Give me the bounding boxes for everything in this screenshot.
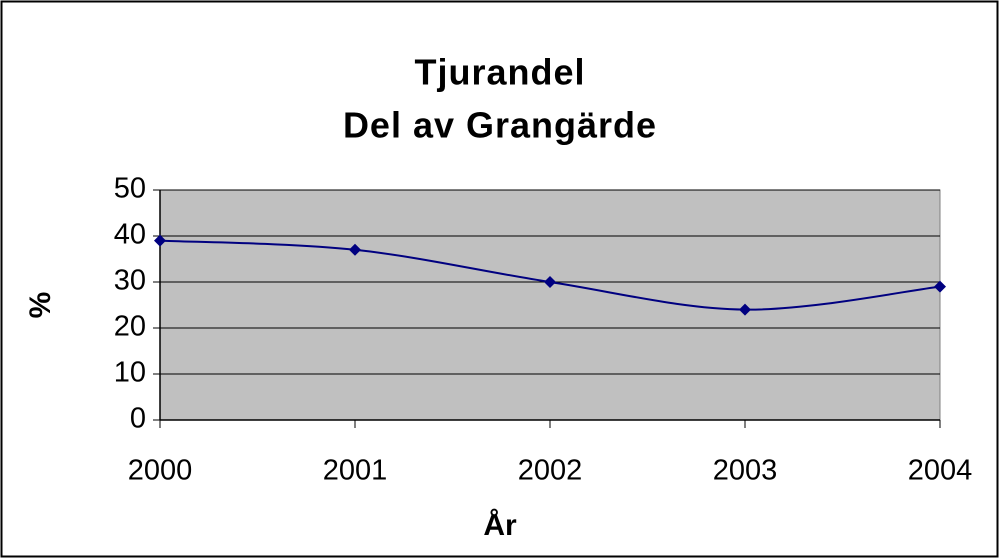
x-tick-label: 2001 (323, 455, 388, 487)
y-tick-label: 0 (130, 403, 146, 435)
point-marker (544, 276, 556, 288)
chart-title: Tjurandel (414, 52, 585, 93)
point-marker (934, 280, 946, 293)
y-axis-title: % (24, 292, 57, 319)
y-tick-label: 50 (114, 173, 146, 205)
y-tick-label: 10 (114, 357, 146, 389)
point-marker (154, 234, 166, 247)
x-axis-title: År (483, 509, 517, 542)
x-tick-label: 2000 (128, 455, 193, 487)
y-tick-label: 40 (114, 219, 146, 251)
x-tick-label: 2004 (908, 455, 973, 487)
y-tick-label: 20 (114, 311, 146, 343)
point-marker (739, 303, 751, 316)
chart-title: Del av Grangärde (343, 105, 657, 146)
x-tick-label: 2002 (518, 455, 583, 487)
x-tick-label: 2003 (713, 455, 778, 487)
point-marker (349, 243, 361, 256)
y-tick-label: 30 (114, 265, 146, 297)
